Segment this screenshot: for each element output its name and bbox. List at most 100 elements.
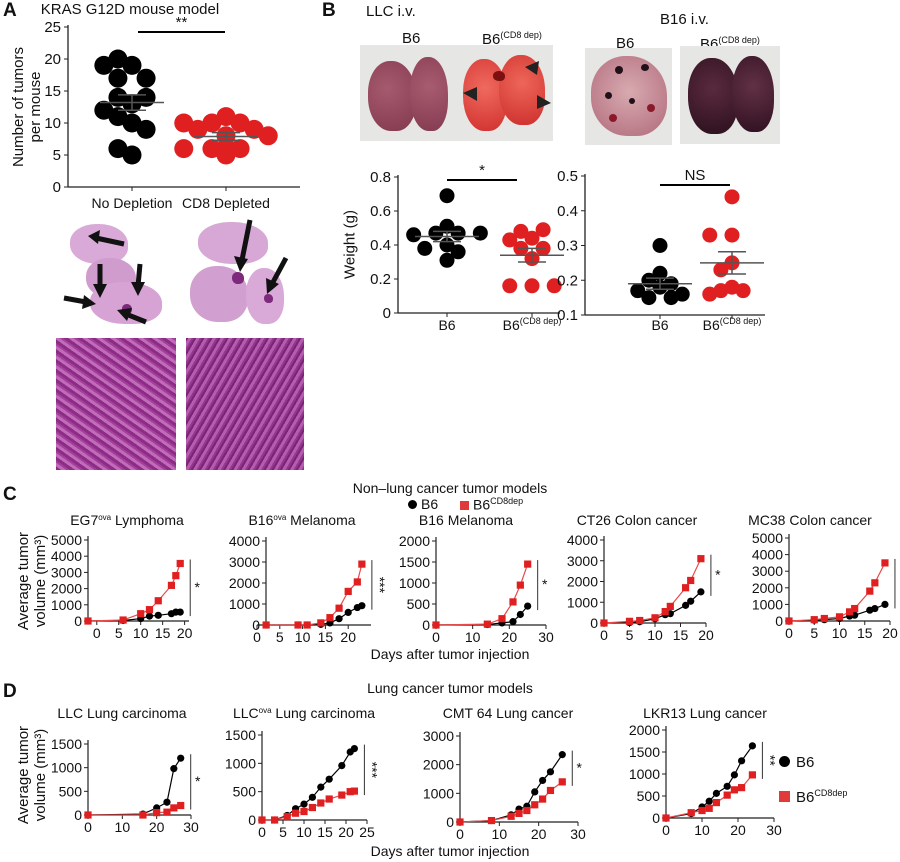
data-point bbox=[881, 600, 889, 609]
data-point bbox=[625, 617, 634, 625]
llc-iv-title: LLC i.v. bbox=[366, 3, 416, 20]
legend-sup: CD8dep bbox=[490, 496, 524, 506]
chart-title: KRAS G12D mouse model bbox=[41, 1, 219, 18]
photo-lung-llc-b6 bbox=[360, 45, 457, 141]
data-point bbox=[666, 602, 674, 610]
data-point bbox=[498, 615, 506, 623]
data-point bbox=[84, 811, 92, 819]
x-tick-label: 0 bbox=[662, 822, 670, 838]
data-point bbox=[177, 801, 185, 810]
chart-c4: CT26 Colon cancer 0 1000 2000 3000 4000 0 5 10 15… bbox=[567, 512, 721, 643]
legend-sup: CD8dep bbox=[814, 788, 848, 798]
data-point bbox=[108, 68, 128, 88]
x-tick-label: 25 bbox=[359, 824, 375, 840]
y-tick-label: 0.4 bbox=[370, 237, 391, 254]
y-tick-label: 2000 bbox=[229, 575, 260, 591]
data-point bbox=[163, 808, 171, 816]
title-text: LLC Lung carcinoma bbox=[57, 705, 186, 721]
data-point bbox=[682, 584, 690, 592]
x-tick-label: 10 bbox=[133, 625, 149, 641]
data-point bbox=[735, 283, 751, 299]
x-tick-label: No Depletion bbox=[92, 195, 173, 211]
x-tick-label: 0 bbox=[258, 824, 266, 840]
label-text: B6 bbox=[402, 30, 421, 47]
data-point bbox=[524, 278, 540, 294]
x-tick-label: 30 bbox=[538, 629, 554, 645]
data-point bbox=[108, 139, 128, 159]
chart-title: EG7ova Lymphoma bbox=[70, 512, 184, 528]
y-tick-label: 0 bbox=[74, 613, 82, 629]
data-point bbox=[94, 55, 114, 75]
data-point bbox=[176, 559, 184, 568]
photo-lung-b16-b6 bbox=[585, 48, 672, 145]
data-point bbox=[515, 809, 523, 817]
title-sup: ova bbox=[98, 513, 111, 522]
title-text: B16 Melanoma bbox=[419, 512, 513, 528]
chart-title: CT26 Colon cancer bbox=[577, 512, 698, 528]
histology-highmag-no-depletion bbox=[56, 338, 176, 470]
legend-text: B6 bbox=[796, 754, 815, 771]
data-point bbox=[139, 811, 147, 819]
x-tick-label-text: B6 bbox=[651, 317, 668, 333]
x-tick-label: 0 bbox=[432, 629, 440, 645]
data-point bbox=[172, 572, 180, 580]
panel-c-legend-b6: B6 bbox=[408, 496, 438, 512]
data-point bbox=[177, 754, 185, 762]
label-text: B6 bbox=[616, 35, 635, 52]
data-point bbox=[417, 240, 433, 256]
significance-label: * bbox=[577, 759, 583, 775]
data-point bbox=[456, 818, 464, 826]
x-tick-label: 15 bbox=[857, 625, 873, 641]
significance-label: * bbox=[195, 773, 201, 789]
data-point bbox=[636, 616, 644, 625]
y-tick-label: 3000 bbox=[51, 564, 82, 580]
data-point bbox=[687, 576, 695, 585]
significance-label: * bbox=[479, 162, 485, 179]
x-tick-label: 20 bbox=[531, 826, 547, 842]
data-point bbox=[748, 771, 756, 779]
data-point bbox=[513, 223, 529, 239]
y-tick-label: 2000 bbox=[399, 533, 430, 549]
x-tick-label: 5 bbox=[279, 824, 287, 840]
panel-d-xlabel: Days after tumor injection bbox=[370, 843, 530, 859]
x-tick-label: 10 bbox=[832, 625, 848, 641]
y-tick-label: 20 bbox=[44, 51, 61, 68]
title-text: CT26 Colon cancer bbox=[577, 512, 698, 528]
y-tick-label: 1000 bbox=[629, 766, 660, 782]
data-point bbox=[317, 799, 325, 807]
y-tick-label: 10 bbox=[44, 115, 61, 132]
data-point bbox=[661, 607, 669, 616]
data-point bbox=[881, 559, 889, 567]
data-point bbox=[509, 618, 517, 626]
x-tick-label: 15 bbox=[317, 824, 333, 840]
data-point bbox=[350, 745, 358, 753]
x-tick-label: 15 bbox=[318, 629, 334, 645]
y-tick-label: 1500 bbox=[399, 554, 430, 570]
y-tick-label: 500 bbox=[637, 788, 661, 804]
y-tick-label: 0 bbox=[652, 810, 660, 826]
data-point bbox=[730, 786, 738, 794]
data-point bbox=[866, 587, 874, 595]
y-tick-label: 500 bbox=[233, 784, 257, 800]
data-point bbox=[428, 225, 444, 241]
data-point bbox=[335, 615, 343, 623]
x-tick-label: 5 bbox=[115, 625, 123, 641]
photo-label-b16-b6: B6 bbox=[616, 35, 634, 52]
x-tick-label: B6(CD8 dep) bbox=[503, 316, 562, 333]
legend-text: B6 bbox=[473, 496, 491, 513]
data-point bbox=[170, 804, 178, 812]
data-point bbox=[502, 232, 518, 248]
data-point bbox=[516, 581, 524, 589]
panel-label-c: C bbox=[3, 484, 17, 505]
panel-d-legend-b6: B6 bbox=[779, 754, 814, 771]
data-point bbox=[697, 555, 705, 563]
x-tick-label: 30 bbox=[183, 819, 199, 835]
data-point bbox=[439, 252, 455, 268]
data-point bbox=[483, 620, 491, 628]
y-tick-label: 1000 bbox=[752, 596, 783, 612]
x-tick-label: 10 bbox=[647, 627, 663, 643]
legend-circle-icon bbox=[779, 756, 790, 767]
label-sup: (CD8 dep) bbox=[718, 35, 760, 45]
y-tick-label: 4000 bbox=[229, 533, 260, 549]
